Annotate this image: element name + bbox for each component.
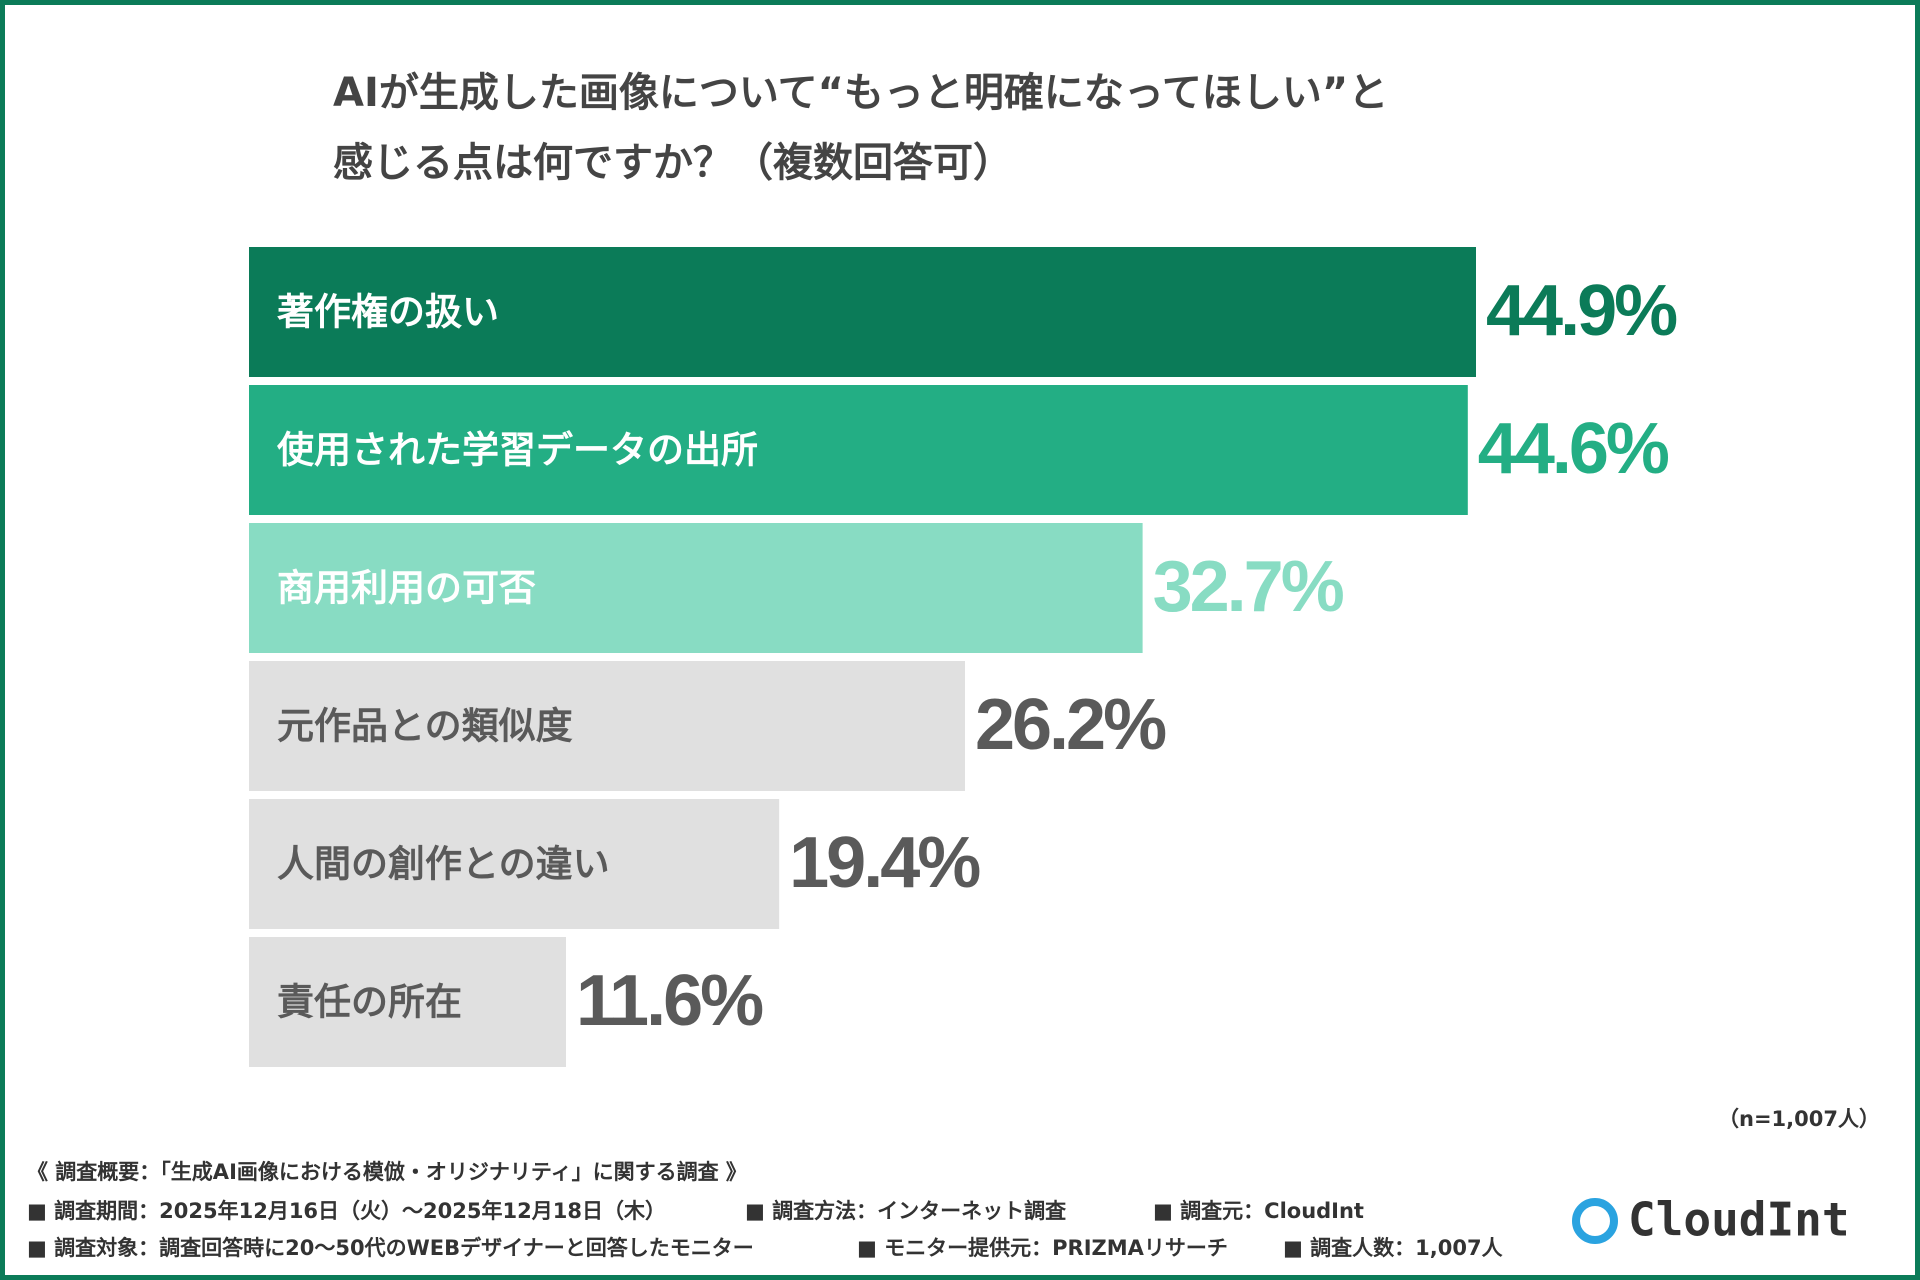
survey-item: ■ モニター提供元：PRIZMAリサーチ [857,1236,1228,1260]
chart-title: AIが生成した画像について“もっと明確になってほしい”と [333,70,1388,116]
bar [249,247,1476,377]
value-label: 32.7% [1153,547,1344,627]
category-label: 責任の所在 [277,981,462,1024]
survey-item: ■ 調査方法：インターネット調査 [745,1199,1066,1223]
survey-item: ■ 調査対象：調査回答時に20〜50代のWEBデザイナーと回答したモニター [27,1236,754,1260]
chart-title: 感じる点は何ですか？（複数回答可） [333,140,1013,186]
value-label: 19.4% [789,823,980,903]
value-label: 44.9% [1486,271,1677,351]
logo-mark [1572,1198,1618,1244]
bar [249,799,780,929]
survey-item: ■ 調査期間：2025年12月16日（火）〜2025年12月18日（木） [27,1199,666,1223]
category-label: 商用利用の可否 [277,567,536,610]
category-label: 使用された学習データの出所 [277,429,758,472]
category-label: 人間の創作との違い [277,843,610,886]
bar [249,937,566,1067]
category-label: 著作権の扱い [277,291,499,334]
survey-heading: 《 調査概要：「生成AI画像における模倣・オリジナリティ」に関する調査 》 [27,1160,747,1184]
value-label: 44.6% [1478,409,1669,489]
survey-item: ■ 調査人数：1,007人 [1283,1236,1503,1260]
sample-note: （n=1,007人） [1718,1107,1880,1131]
category-label: 元作品との類似度 [277,705,573,748]
value-label: 26.2% [975,685,1166,765]
value-label: 11.6% [576,961,763,1041]
bar [249,385,1468,515]
logo: CloudInt [1628,1193,1850,1247]
bar [249,661,965,791]
bar [249,523,1143,653]
survey-item: ■ 調査元：CloudInt [1153,1199,1364,1223]
